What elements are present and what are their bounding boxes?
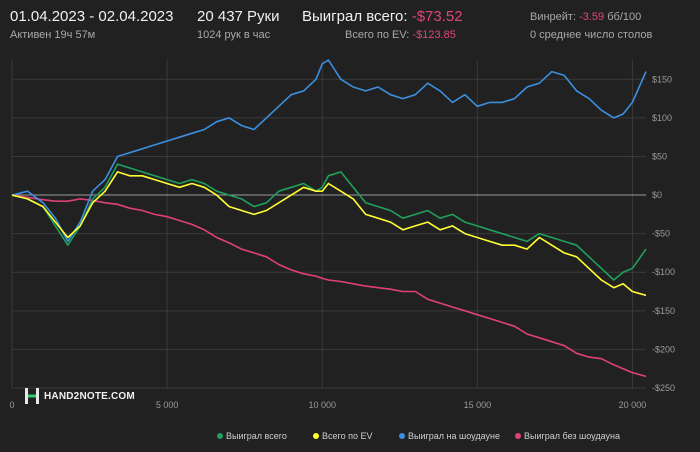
hand2note-logo-icon	[25, 388, 39, 404]
ev-total-label: Всего по EV:	[345, 29, 410, 41]
y-tick-label: $0	[652, 190, 662, 200]
winrate-stat: Винрейт: -3.59 бб/100	[530, 11, 641, 23]
profit-chart[interactable]: 0 5 000 10 000 15 000 20 000 $150 $100 $50 $0 -$5…	[0, 48, 700, 447]
date-range[interactable]: 01.04.2023 - 02.04.2023	[10, 8, 174, 25]
x-tick-label: 20 000	[619, 400, 647, 410]
series-line	[11, 194, 647, 378]
y-tick-label: -$150	[652, 306, 675, 316]
winrate-label: Винрейт:	[530, 11, 577, 23]
series-line	[11, 59, 647, 243]
ev-total-stat: Всего по EV: -$123.85	[345, 29, 456, 41]
active-time: Активен 19ч 57м	[10, 29, 96, 41]
y-tick-label: -$100	[652, 267, 675, 277]
stats-header: 01.04.2023 - 02.04.2023 Активен 19ч 57м …	[0, 0, 700, 48]
series-line	[11, 163, 647, 281]
won-total-stat: Выиграл всего: -$73.52	[302, 8, 463, 25]
y-tick-label: -$50	[652, 229, 670, 239]
hand2note-logo: HAND2NOTE.COM	[24, 387, 135, 405]
x-tick-label: 5 000	[156, 400, 179, 410]
winrate-value: -3.59	[579, 11, 605, 23]
y-tick-label: $50	[652, 151, 667, 161]
legend-marker	[399, 433, 405, 439]
won-total-value: -$73.52	[411, 8, 463, 25]
legend-item: Выиграл на шоудауне	[399, 431, 500, 441]
x-tick-label: 0	[9, 400, 14, 410]
legend-item: Выиграл без шоудауна	[515, 431, 620, 441]
hand2note-logo-text: HAND2NOTE.COM	[44, 390, 135, 402]
hands-per-hour: 1024 рук в час	[197, 29, 271, 41]
ev-total-value: -$123.85	[412, 29, 456, 41]
legend-marker	[515, 433, 521, 439]
series-line	[11, 171, 647, 297]
legend-label: Всего по EV	[322, 431, 372, 441]
legend-label: Выиграл без шоудауна	[524, 431, 620, 441]
legend-label: Выиграл всего	[226, 431, 287, 441]
y-tick-label: -$200	[652, 344, 675, 354]
profit-chart-svg: 0 5 000 10 000 15 000 20 000 $150 $100 $50 $0 -$5…	[9, 59, 675, 441]
x-tick-label: 10 000	[308, 400, 336, 410]
x-tick-label: 15 000	[464, 400, 492, 410]
winrate-unit: бб/100	[607, 11, 642, 23]
legend-marker	[313, 433, 319, 439]
won-total-label: Выиграл всего:	[302, 8, 408, 25]
y-tick-label: -$250	[652, 383, 675, 393]
hands-count: 20 437 Руки	[197, 8, 280, 25]
legend-marker	[217, 433, 223, 439]
avg-tables: 0 среднее число столов	[530, 29, 653, 41]
legend-label: Выиграл на шоудауне	[408, 431, 500, 441]
y-tick-label: $150	[652, 74, 672, 84]
legend-item: Всего по EV	[313, 431, 372, 441]
legend-item: Выиграл всего	[217, 431, 287, 441]
y-tick-label: $100	[652, 113, 672, 123]
